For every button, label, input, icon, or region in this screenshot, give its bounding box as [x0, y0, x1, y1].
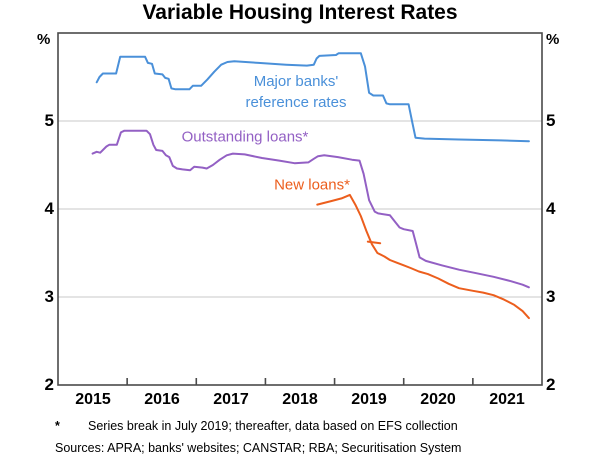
line-new-loans [316, 193, 530, 320]
footnote-marker: * [55, 419, 60, 433]
x-tick-label-2020: 2020 [420, 391, 456, 408]
x-tick-label-2019: 2019 [351, 391, 387, 408]
sources: Sources: APRA; banks' websites; CANSTAR;… [55, 441, 462, 455]
x-tick-label-2021: 2021 [489, 391, 525, 408]
series-label-major-banks: Major banks' reference rates [246, 71, 347, 113]
y-tick-left-2: 2 [44, 375, 54, 394]
y-tick-right-5: 5 [546, 111, 556, 130]
series-label-major-banks-line2: reference rates [245, 94, 347, 111]
series-label-outstanding-loans: Outstanding loans* [181, 128, 309, 146]
series-label-major-banks-line1: Major banks' [253, 73, 339, 90]
y-tick-right-2: 2 [546, 375, 556, 394]
x-tick-label-2017: 2017 [213, 391, 249, 408]
footnote: * Series break in July 2019; thereafter, … [55, 419, 595, 433]
y-axis-unit-right: % [546, 31, 560, 48]
line-major-banks-reference-rates [95, 52, 530, 143]
line-outstanding-loans [91, 129, 530, 289]
x-tick-label-2015: 2015 [75, 391, 111, 408]
plot-frame [57, 32, 543, 386]
y-axis-unit-left: % [37, 31, 51, 48]
x-tick-label-2016: 2016 [144, 391, 180, 408]
y-tick-left-5: 5 [44, 111, 54, 130]
footnote-text: Series break in July 2019; thereafter, d… [88, 419, 458, 433]
series-label-new-loans: New loans* [274, 176, 350, 194]
y-tick-left-4: 4 [44, 199, 54, 218]
y-tick-left-3: 3 [44, 287, 54, 306]
series-break-marker-new-loans [366, 240, 382, 245]
y-tick-right-3: 3 [546, 287, 556, 306]
chart-title: Variable Housing Interest Rates [142, 1, 458, 24]
y-tick-right-4: 4 [546, 199, 556, 218]
x-tick-label-2018: 2018 [282, 391, 318, 408]
